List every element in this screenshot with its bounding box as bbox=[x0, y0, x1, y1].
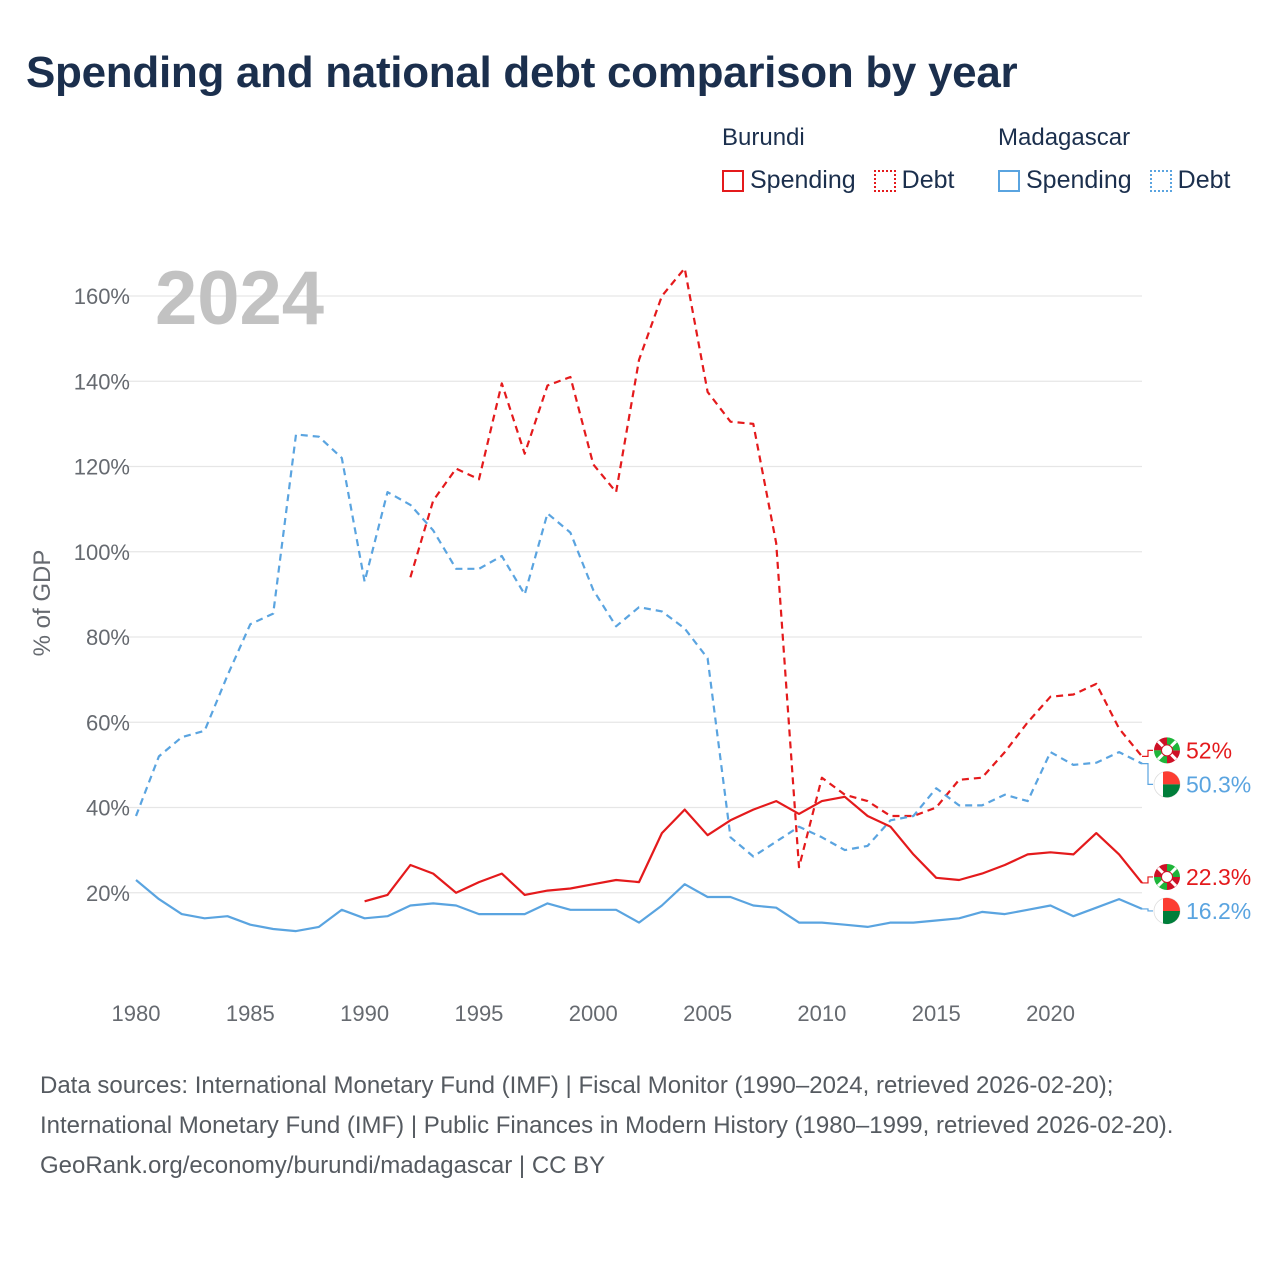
legend-item-label: Spending bbox=[750, 166, 856, 194]
end-label-leader bbox=[1142, 908, 1153, 912]
solid-line-swatch-icon bbox=[722, 169, 744, 192]
legend-item-burundi-debt[interactable]: Debt bbox=[873, 166, 955, 195]
legend-item-madagascar-spending[interactable]: Spending bbox=[998, 166, 1132, 195]
y-tick-label: 80% bbox=[86, 625, 130, 650]
legend-group-name: Burundi bbox=[722, 124, 805, 151]
burundi-flag-icon bbox=[1154, 863, 1180, 890]
end-label-leader bbox=[1142, 749, 1153, 757]
gridlines bbox=[128, 295, 1142, 894]
end-value-label: 22.3% bbox=[1186, 864, 1251, 890]
series-line-madagascar-debt[interactable] bbox=[134, 433, 1143, 858]
year-watermark: 2024 bbox=[155, 256, 324, 341]
legend-group-burundi: Burundi Spending Debt bbox=[722, 124, 954, 195]
y-tick-label: 140% bbox=[74, 369, 130, 394]
series-lines bbox=[134, 267, 1143, 933]
end-value-label: 52% bbox=[1186, 737, 1232, 763]
series-line-burundi-debt[interactable] bbox=[409, 267, 1143, 869]
x-tick-label: 2000 bbox=[569, 1001, 618, 1026]
y-axis-ticks: 20% 40% 60% 80% 100% 120% 140% 160% bbox=[74, 284, 130, 906]
end-label-leader bbox=[1142, 762, 1153, 785]
x-tick-label: 1990 bbox=[340, 1001, 389, 1026]
x-tick-label: 2020 bbox=[1026, 1001, 1075, 1026]
legend-group-madagascar: Madagascar Spending Debt bbox=[998, 124, 1230, 195]
y-tick-label: 60% bbox=[86, 710, 130, 735]
legend-item-label: Spending bbox=[1026, 166, 1132, 194]
data-sources: Data sources: International Monetary Fun… bbox=[40, 1072, 1174, 1139]
line-chart: 2024 % of GDP 20% 40% 60% 80% 100% 120% 140% 16… bbox=[29, 256, 1251, 1026]
end-label-leader bbox=[1142, 876, 1153, 884]
end-value-label: 50.3% bbox=[1186, 771, 1251, 797]
end-labels: 52% 50.3% 22.3% 16.2% bbox=[1142, 737, 1251, 925]
solid-line-swatch-icon bbox=[998, 169, 1020, 192]
end-value-label: 16.2% bbox=[1186, 898, 1251, 924]
legend-item-label: Debt bbox=[901, 166, 955, 194]
x-tick-label: 2015 bbox=[912, 1001, 961, 1026]
legend-item-burundi-spending[interactable]: Spending bbox=[722, 166, 856, 195]
y-tick-label: 20% bbox=[86, 881, 130, 906]
dotted-line-swatch-icon bbox=[873, 169, 896, 192]
madagascar-flag-icon bbox=[1153, 897, 1181, 925]
x-tick-label: 1980 bbox=[112, 1001, 161, 1026]
series-line-burundi-spending[interactable] bbox=[364, 795, 1143, 903]
legend-group-name: Madagascar bbox=[998, 124, 1131, 151]
footer: Data sources: International Monetary Fun… bbox=[40, 1066, 1240, 1186]
credit-line[interactable]: GeoRank.org/economy/burundi/madagascar |… bbox=[40, 1152, 606, 1179]
burundi-flag-icon bbox=[1154, 737, 1180, 764]
x-tick-label: 2005 bbox=[683, 1001, 732, 1026]
x-tick-label: 2010 bbox=[797, 1001, 846, 1026]
x-axis-ticks: 1980 1985 1990 1995 2000 2005 2010 2015 2020 bbox=[112, 1001, 1075, 1026]
legend-item-label: Debt bbox=[1177, 166, 1231, 194]
chart-title: Spending and national debt comparison by… bbox=[26, 48, 1018, 97]
y-tick-label: 120% bbox=[74, 455, 130, 480]
y-tick-label: 40% bbox=[86, 796, 130, 821]
y-tick-label: 100% bbox=[74, 540, 130, 565]
madagascar-flag-icon bbox=[1153, 770, 1181, 798]
y-tick-label: 160% bbox=[74, 284, 130, 309]
dotted-line-swatch-icon bbox=[1149, 169, 1172, 192]
x-tick-label: 1985 bbox=[226, 1001, 275, 1026]
series-line-madagascar-spending[interactable] bbox=[135, 879, 1143, 933]
legend-item-madagascar-debt[interactable]: Debt bbox=[1149, 166, 1231, 195]
y-axis-label: % of GDP bbox=[29, 550, 56, 657]
x-tick-label: 1995 bbox=[454, 1001, 503, 1026]
